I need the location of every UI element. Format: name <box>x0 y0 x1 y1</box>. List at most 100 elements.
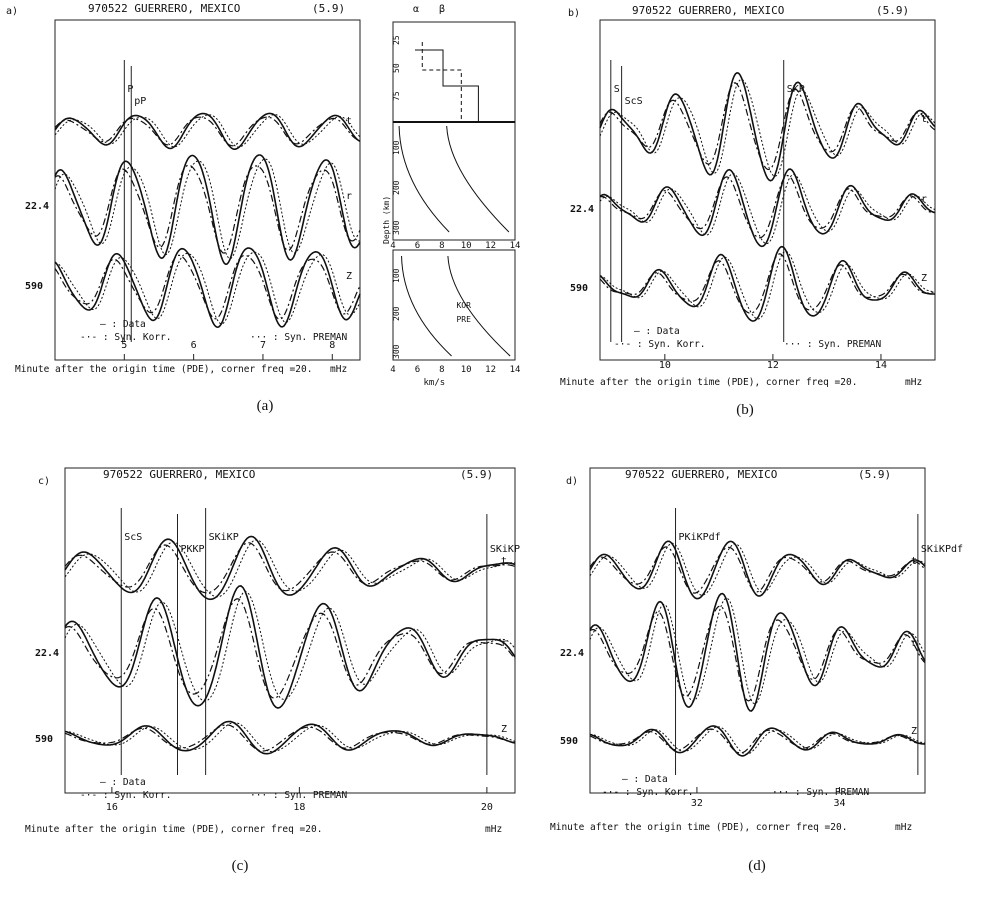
syn-preman-trace <box>54 251 361 325</box>
component-tag: Z <box>911 726 917 737</box>
syn-korr-trace <box>64 724 516 752</box>
syn-preman-trace <box>65 722 516 753</box>
distance-label: 590 <box>570 283 588 294</box>
data-trace <box>589 540 926 600</box>
component-tag: t <box>911 556 917 567</box>
distance-label: 22.4 <box>570 204 594 215</box>
data-trace <box>589 592 926 712</box>
panel-caption: (a) <box>257 398 274 414</box>
inset-y-tick: 50 <box>392 63 401 73</box>
component-tag: Z <box>921 273 927 284</box>
component-tag: r <box>911 638 917 649</box>
x-tick-label: 20 <box>481 802 493 813</box>
inset-lower-frame <box>392 249 516 361</box>
component-tag: Z <box>346 271 352 282</box>
syn-preman-trace <box>589 542 926 596</box>
syn-korr-trace <box>64 542 516 594</box>
component-tag: r <box>921 194 927 205</box>
syn-preman-trace <box>64 591 516 702</box>
inset-p-curve-lower <box>447 255 511 357</box>
panel-title: 970522 GUERRERO, MEXICO <box>632 4 784 17</box>
inset-top-label: β <box>439 4 445 15</box>
legend-syn-korr: -·- : Syn. Korr. <box>80 790 172 801</box>
panel-magnitude: (5.9) <box>858 468 891 481</box>
inset-upper-frame <box>392 21 516 123</box>
inset-y-tick: 25 <box>392 35 401 45</box>
panel-letter: c) <box>38 476 50 487</box>
syn-korr-trace <box>54 116 361 147</box>
distance-label: 22.4 <box>25 201 49 212</box>
legend-data: — : Data <box>100 777 146 788</box>
distance-label: 590 <box>35 734 53 745</box>
inset-y-tick: 300 <box>392 344 401 359</box>
x-axis-unit: mHz <box>485 824 502 835</box>
inset-x-tick: 12 <box>485 365 496 375</box>
seismogram-panel-1: a) 970522 GUERRERO, MEXICO (5.9) PpP t 22.4 r 5… <box>6 2 361 375</box>
phase-label: SKiKP <box>490 544 520 555</box>
legend-syn-korr: -·- : Syn. Korr. <box>614 339 706 350</box>
inset-profile-pre <box>414 49 479 122</box>
phase-label: PKiKPdf <box>679 532 721 543</box>
syn-preman-trace <box>54 158 361 260</box>
data-trace <box>599 245 936 322</box>
inset-x-tick: 10 <box>461 241 472 251</box>
data-trace <box>54 154 361 266</box>
inset-y-tick: 100 <box>392 140 401 155</box>
x-axis-unit: mHz <box>330 364 347 375</box>
data-trace <box>54 112 361 150</box>
inset-x-label: km/s <box>424 378 446 388</box>
legend-syn-preman: ··· : Syn. PREMAN <box>250 790 348 801</box>
syn-korr-trace <box>589 728 926 754</box>
legend-syn-korr: -·- : Syn. Korr. <box>80 332 172 343</box>
x-tick-label: 18 <box>293 802 305 813</box>
x-axis-label: Minute after the origin time (PDE), corn… <box>25 824 322 835</box>
x-tick-label: 32 <box>691 798 703 809</box>
panel-caption: (d) <box>748 858 766 874</box>
data-trace <box>589 725 925 757</box>
x-tick-label: 5 <box>121 340 127 351</box>
x-tick-label: 6 <box>191 340 197 351</box>
plot-frame <box>64 467 516 794</box>
syn-korr-trace <box>589 605 926 702</box>
legend-syn-preman: ··· : Syn. PREMAN <box>772 787 870 798</box>
panel-magnitude: (5.9) <box>312 2 345 15</box>
data-trace <box>599 71 936 182</box>
syn-korr-trace <box>64 598 516 699</box>
phase-label: pP <box>134 96 146 107</box>
inset-profile-kor <box>421 42 462 122</box>
syn-preman-trace <box>599 78 936 177</box>
inset-middle-frame <box>392 121 516 241</box>
phase-label: SKiKPdf <box>921 544 963 555</box>
inset-x-tick: 8 <box>439 241 444 251</box>
component-tag: t <box>501 556 507 567</box>
component-tag: t <box>346 116 352 127</box>
data-trace <box>64 585 516 709</box>
legend-data: — : Data <box>622 774 668 785</box>
syn-korr-trace <box>589 546 926 594</box>
panel-letter: a) <box>6 6 18 17</box>
inset-x-tick: 6 <box>415 241 420 251</box>
x-axis-label: Minute after the origin time (PDE), corn… <box>550 822 847 833</box>
syn-korr-trace <box>599 253 936 314</box>
syn-preman-trace <box>589 597 926 705</box>
syn-preman-trace <box>54 114 361 148</box>
inset-s-curve-lower <box>401 255 452 357</box>
inset-x-tick: 4 <box>390 241 395 251</box>
syn-preman-trace <box>599 173 936 245</box>
seismogram-panel-3: c) 970522 GUERRERO, MEXICO (5.9) ScS PKKP SKi… <box>25 467 520 835</box>
inset-x-tick: 10 <box>461 365 472 375</box>
x-axis-unit: mHz <box>905 377 922 388</box>
inset-y-tick: 100 <box>392 268 401 283</box>
x-tick-label: 12 <box>767 360 779 371</box>
inset-x-tick: 14 <box>510 365 521 375</box>
panel-letter: d) <box>566 476 578 487</box>
syn-korr-trace <box>54 164 361 254</box>
panel-title: 970522 GUERRERO, MEXICO <box>625 468 777 481</box>
distance-label: 590 <box>25 281 43 292</box>
distance-label: 22.4 <box>560 648 584 659</box>
plot-frame <box>599 19 936 361</box>
panel-caption: (c) <box>232 858 249 874</box>
x-axis-label: Minute after the origin time (PDE), corn… <box>560 377 857 388</box>
x-tick-label: 7 <box>260 340 266 351</box>
component-tag: t <box>921 114 927 125</box>
